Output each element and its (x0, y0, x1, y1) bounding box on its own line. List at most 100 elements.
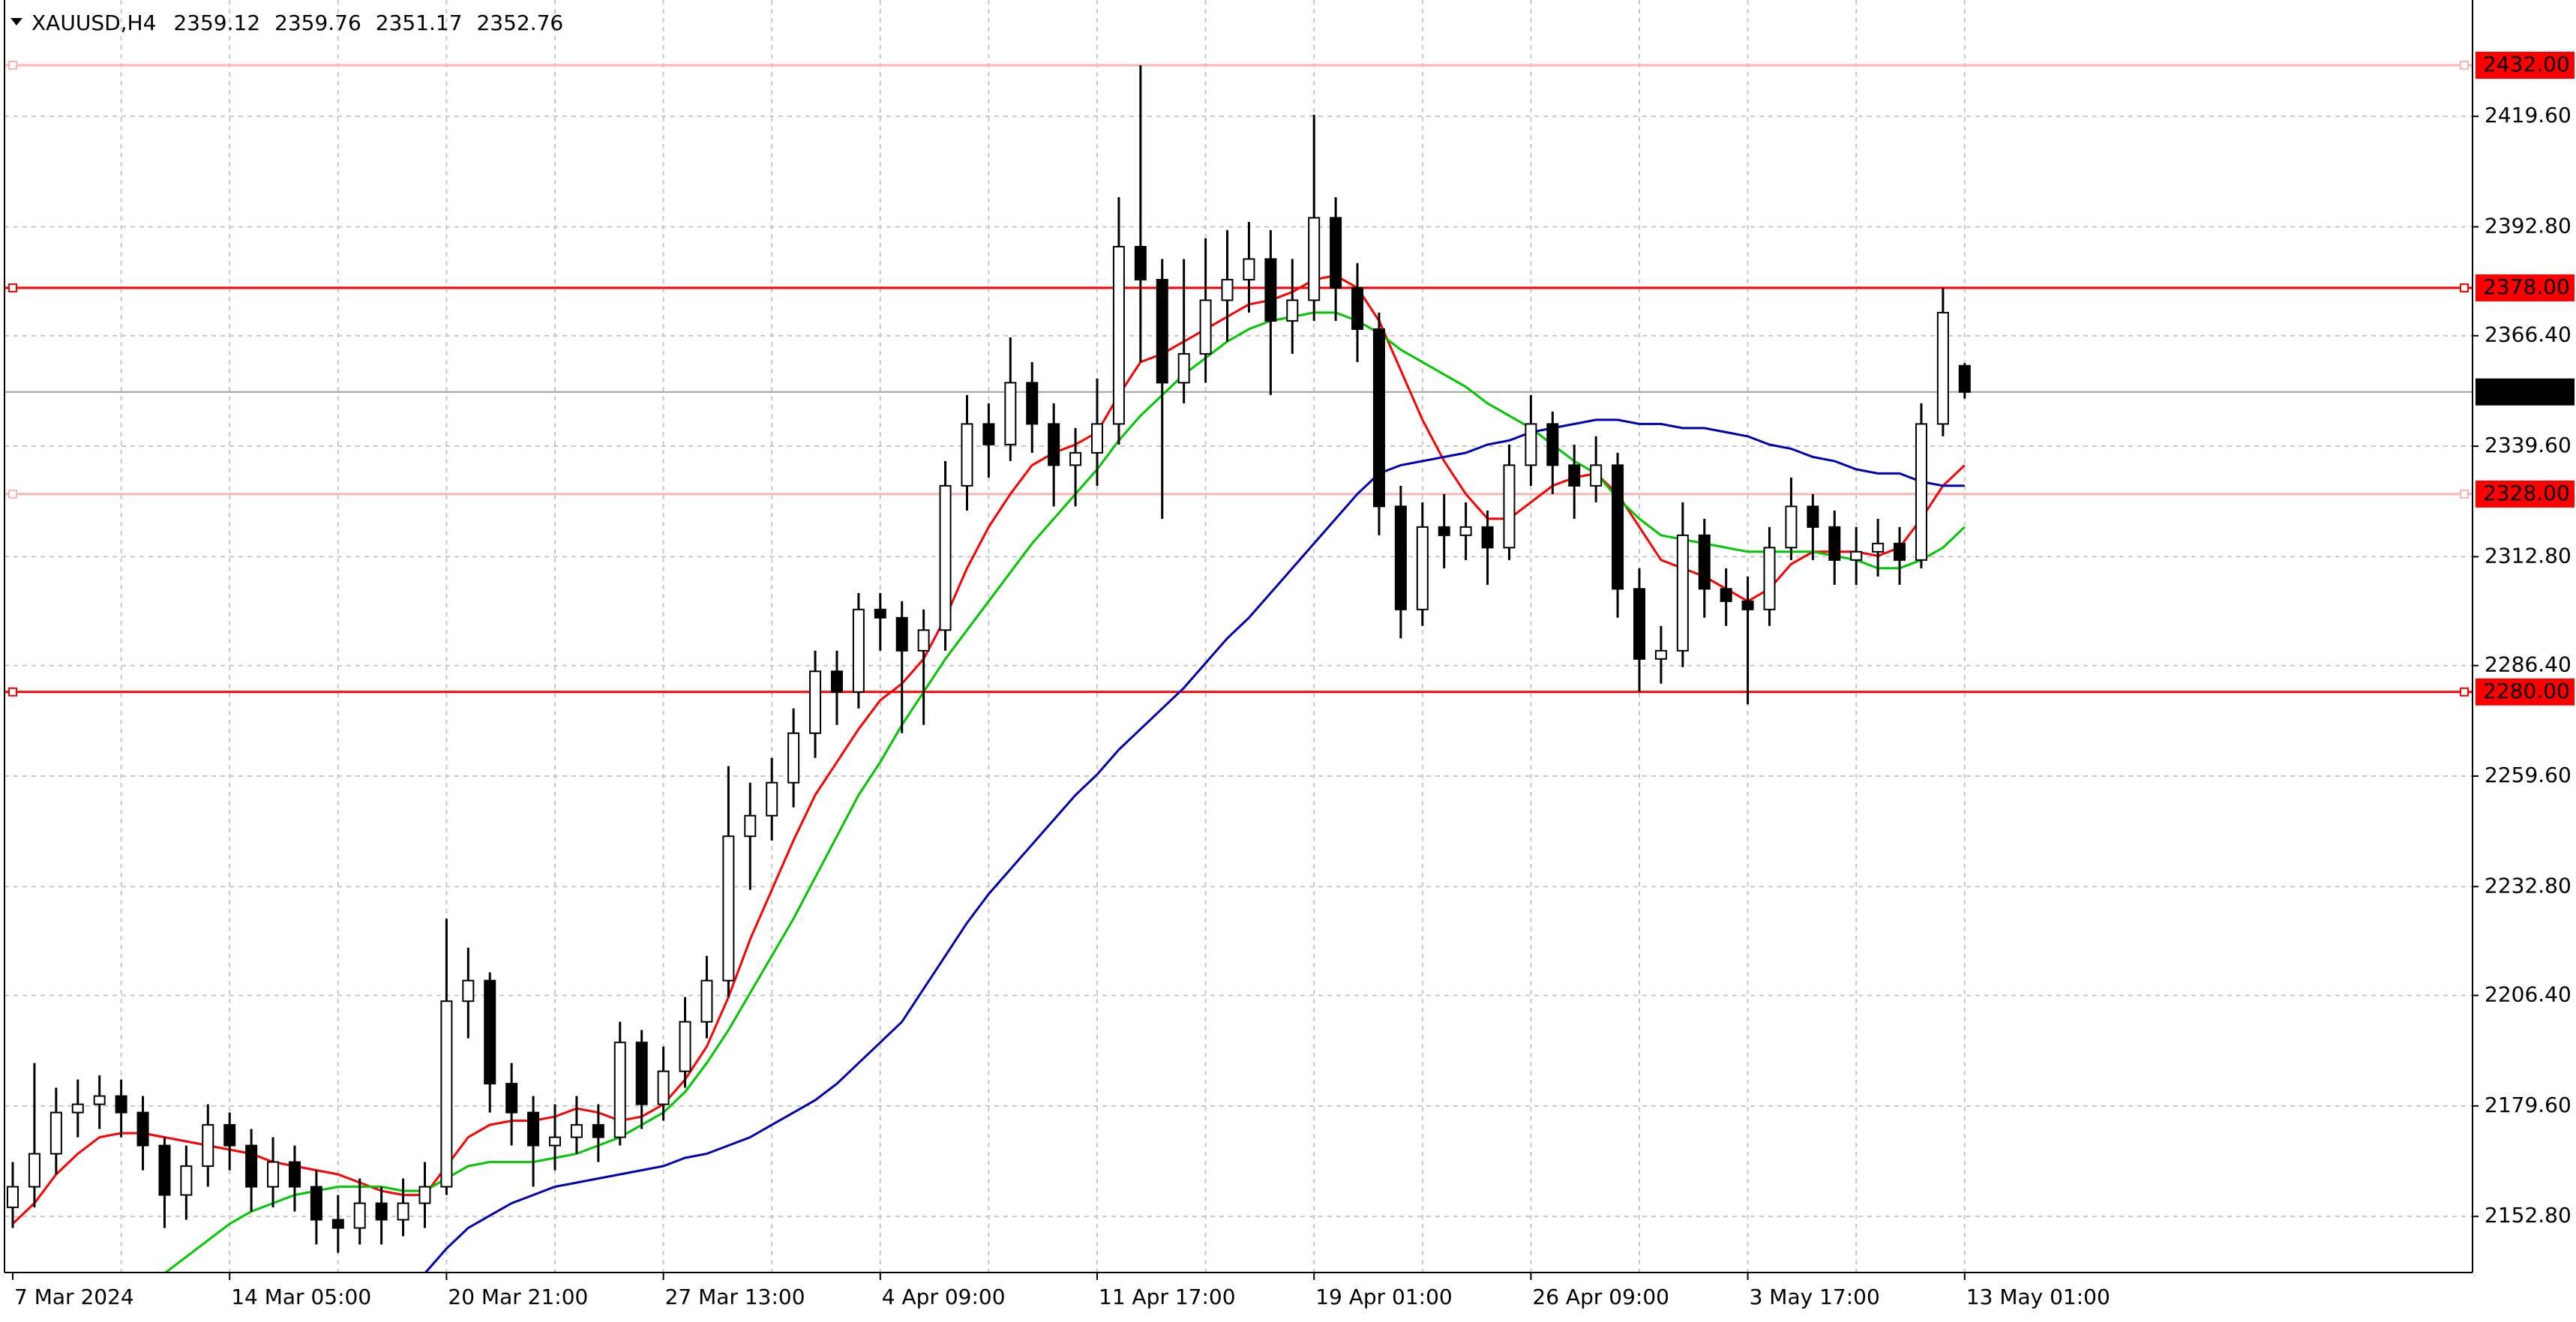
candle-body (1633, 588, 1645, 660)
candle-body (1590, 464, 1603, 487)
candle-body (1525, 423, 1537, 466)
y-tick-label: 2392.80 (2485, 214, 2572, 238)
candle-body (787, 732, 800, 784)
candle-body (700, 979, 713, 1023)
candle-body (1069, 451, 1082, 466)
candle-body (1763, 547, 1776, 610)
symbol: XAUUSD,H4 (31, 10, 156, 35)
candle-body (657, 1070, 670, 1105)
candle-body (375, 1202, 388, 1221)
candle-body (1459, 526, 1472, 536)
candle-body (1807, 505, 1819, 528)
candle-body (1221, 278, 1234, 301)
candle-body (1676, 534, 1689, 652)
x-tick-label: 27 Mar 13:00 (665, 1285, 805, 1309)
level-handle (8, 283, 17, 292)
level-handle (2460, 687, 2469, 697)
current-price-box (2476, 378, 2575, 406)
header-low: 2351.17 (376, 10, 463, 35)
candle-body (7, 1186, 19, 1209)
candle-body (809, 670, 822, 734)
level-label-box (2476, 678, 2575, 706)
candle-body (722, 835, 735, 982)
candle-body (1698, 534, 1711, 590)
y-tick-label: 2312.80 (2485, 543, 2572, 568)
candle-body (71, 1103, 84, 1114)
candle-body (93, 1095, 106, 1105)
x-tick-label: 19 Apr 01:00 (1315, 1285, 1453, 1309)
candle-body (484, 979, 496, 1085)
candle-body (136, 1111, 149, 1147)
candle-body (1004, 382, 1017, 445)
candles (7, 64, 1971, 1253)
candle-body (418, 1186, 431, 1204)
candle-body (744, 814, 757, 838)
y-tick-label: 2179.60 (2485, 1093, 2572, 1117)
candle-body (874, 608, 886, 619)
header: XAUUSD,H4 2359.12 2359.76 2351.17 2352.7… (31, 10, 563, 35)
level-label-box (2476, 51, 2575, 79)
level-handle (2460, 60, 2469, 70)
candle-body (115, 1095, 127, 1114)
level-handle (8, 687, 17, 697)
candle-body (1112, 245, 1125, 425)
candle-body (982, 423, 995, 445)
level-handle (2460, 283, 2469, 292)
candle-body (1546, 423, 1559, 466)
candle-body (939, 484, 952, 631)
candle-body (1438, 526, 1450, 536)
candle-body (158, 1144, 171, 1196)
header-open: 2359.12 (173, 10, 260, 35)
candle-body (462, 979, 475, 1003)
x-tick-label: 7 Mar 2024 (14, 1285, 134, 1309)
candle-body (613, 1042, 626, 1138)
candle-body (1612, 464, 1624, 590)
candle-body (1091, 423, 1103, 454)
candle-body (570, 1124, 583, 1138)
candle-body (223, 1124, 236, 1147)
candle-body (961, 423, 973, 487)
candle-body (267, 1161, 280, 1188)
x-tick-label: 4 Apr 09:00 (882, 1285, 1006, 1309)
candle-body (1156, 278, 1168, 384)
x-tick-label: 11 Apr 17:00 (1099, 1285, 1236, 1309)
level-handle (2460, 489, 2469, 499)
candle-body (766, 781, 778, 817)
y-tick-label: 2232.80 (2485, 873, 2572, 898)
candle-body (1936, 311, 1949, 425)
level-label: 2328.00 (2483, 481, 2570, 505)
candle-body (1568, 464, 1581, 487)
level-label: 2280.00 (2483, 679, 2570, 703)
candle-body (505, 1083, 518, 1114)
candle-body (917, 629, 930, 652)
current-price-label: 2352.76 (2483, 379, 2570, 403)
y-tick-label: 2259.60 (2485, 763, 2572, 787)
candle-body (1394, 505, 1407, 610)
candle-body (1199, 299, 1212, 355)
y-tick-label: 2152.80 (2485, 1203, 2572, 1228)
candle-body (852, 608, 865, 693)
x-tick-label: 26 Apr 09:00 (1532, 1285, 1669, 1309)
candle-body (1894, 542, 1906, 561)
candle-body (1048, 423, 1060, 466)
candle-body (527, 1111, 540, 1147)
level-handle (8, 60, 17, 70)
header-high: 2359.76 (274, 10, 361, 35)
candle-body (1372, 328, 1385, 508)
candle-body (1308, 217, 1321, 301)
candle-body (245, 1144, 258, 1188)
candle-body (830, 670, 843, 693)
labels: 2152.80 2179.60 2206.40 2232.80 2259.60 2286.… (12, 51, 2575, 1309)
level-label: 2378.00 (2483, 274, 2570, 299)
y-tick-label: 2419.60 (2485, 103, 2572, 127)
menu-triangle (10, 18, 22, 25)
level-label-box (2476, 274, 2575, 301)
candle-body (1850, 550, 1863, 561)
candle-body (1243, 258, 1255, 280)
candle-body (1286, 299, 1299, 322)
candle-body (635, 1042, 648, 1105)
candle-body (28, 1153, 40, 1188)
x-tick-label: 3 May 17:00 (1750, 1285, 1880, 1309)
candle-body (1264, 258, 1277, 322)
level-label-box (2476, 480, 2575, 508)
